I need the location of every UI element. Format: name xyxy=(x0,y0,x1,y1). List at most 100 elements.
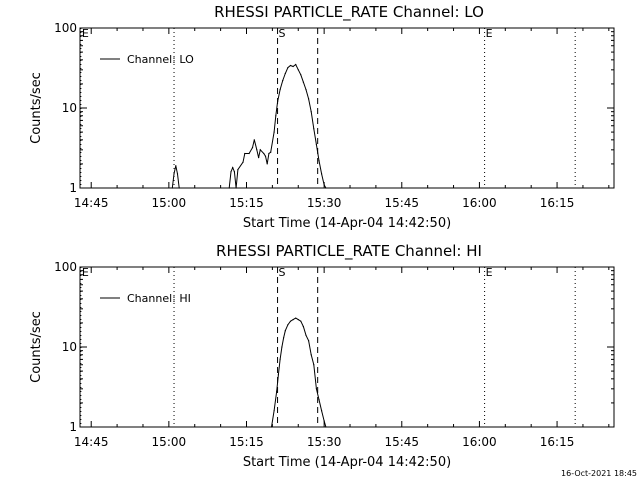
data-point xyxy=(297,319,299,321)
data-point xyxy=(313,364,315,366)
x-tick-label: 16:15 xyxy=(540,196,575,210)
data-point xyxy=(237,169,239,171)
data-point xyxy=(228,187,230,189)
data-point xyxy=(270,151,272,153)
generation-timestamp: 16-Oct-2021 18:45 xyxy=(561,469,637,478)
data-point xyxy=(295,317,297,319)
x-axis-label: Start Time (14-Apr-04 14:42:50) xyxy=(243,216,451,231)
data-point xyxy=(268,152,270,155)
legend-label: Channel: HI xyxy=(127,292,191,305)
x-tick-label: 15:45 xyxy=(384,435,419,449)
data-point xyxy=(315,143,317,146)
x-tick-label: 16:00 xyxy=(462,435,497,449)
y-tick-label: 100 xyxy=(54,21,77,35)
data-point xyxy=(235,187,237,189)
data-point xyxy=(270,426,273,428)
data-point xyxy=(325,426,327,428)
event-marker-label: E xyxy=(486,266,493,279)
data-point xyxy=(233,171,235,173)
data-point xyxy=(302,81,304,83)
x-tick-label: 16:00 xyxy=(462,196,497,210)
data-point xyxy=(275,115,277,117)
data-point xyxy=(305,89,307,91)
data-point xyxy=(279,358,281,360)
chart-title: RHESSI PARTICLE_RATE Channel: LO xyxy=(214,3,484,22)
data-point xyxy=(321,410,323,412)
data-point xyxy=(321,173,323,175)
data-point xyxy=(281,346,283,348)
data-point xyxy=(276,390,278,392)
y-tick-label: 10 xyxy=(62,340,77,354)
data-point xyxy=(289,64,292,67)
data-point xyxy=(310,111,312,113)
data-point xyxy=(315,388,317,390)
event-marker-label: E xyxy=(82,27,89,40)
data-point xyxy=(251,147,254,149)
x-tick-label: 15:15 xyxy=(229,435,264,449)
data-point xyxy=(323,184,325,186)
x-tick-label: 14:45 xyxy=(74,196,109,210)
data-point xyxy=(305,334,307,336)
data-point xyxy=(287,67,289,69)
data-point xyxy=(284,330,286,332)
data-point xyxy=(171,187,173,189)
x-tick-label: 15:30 xyxy=(307,196,342,210)
series-line xyxy=(171,63,327,189)
data-point xyxy=(176,173,179,175)
data-point xyxy=(277,374,279,376)
event-marker-label: E xyxy=(486,27,493,40)
data-point xyxy=(292,319,294,321)
y-tick-label: 10 xyxy=(62,101,77,115)
data-point xyxy=(242,161,244,163)
data-point xyxy=(175,165,177,167)
data-point xyxy=(273,410,275,412)
y-axis-label: Counts/sec xyxy=(29,72,44,144)
data-point xyxy=(279,89,281,91)
data-point xyxy=(173,173,175,175)
x-tick-label: 15:15 xyxy=(229,196,264,210)
data-point xyxy=(295,63,297,66)
data-point xyxy=(264,155,267,157)
data-point xyxy=(232,167,234,169)
data-point xyxy=(318,399,320,401)
x-tick-label: 15:00 xyxy=(152,435,187,449)
y-tick-label: 1 xyxy=(69,181,77,195)
data-point xyxy=(313,128,315,130)
data-point xyxy=(253,139,255,141)
data-point xyxy=(258,157,260,159)
data-point xyxy=(310,354,312,356)
data-point xyxy=(266,163,268,165)
x-tick-label: 15:00 xyxy=(152,196,187,210)
data-point xyxy=(273,131,275,133)
data-point xyxy=(325,187,327,189)
data-point xyxy=(256,149,258,151)
data-point xyxy=(318,160,320,162)
data-point xyxy=(282,80,284,82)
x-tick-label: 15:45 xyxy=(384,196,419,210)
data-point xyxy=(287,324,289,326)
chart-title: RHESSI PARTICLE_RATE Channel: HI xyxy=(216,242,482,261)
y-tick-label: 100 xyxy=(54,260,77,274)
data-point xyxy=(300,320,302,322)
x-axis-label: Start Time (14-Apr-04 14:42:50) xyxy=(243,455,451,470)
data-point xyxy=(308,340,310,342)
data-point xyxy=(277,101,279,103)
data-point xyxy=(308,98,310,100)
legend-label: Channel: LO xyxy=(127,53,194,66)
data-point xyxy=(292,65,294,68)
data-point xyxy=(244,152,246,155)
chart-panel-lo: RHESSI PARTICLE_RATE Channel: LO Start T… xyxy=(29,3,615,231)
y-tick-label: 1 xyxy=(69,420,77,434)
series-line xyxy=(271,317,327,428)
x-tick-label: 15:30 xyxy=(307,435,342,449)
x-tick-label: 14:45 xyxy=(74,435,109,449)
event-marker-label: S xyxy=(279,266,286,279)
data-point xyxy=(230,171,232,173)
data-point xyxy=(178,187,180,189)
chart-panel-hi: RHESSI PARTICLE_RATE Channel: HI Start T… xyxy=(29,242,615,470)
event-marker-label: S xyxy=(279,27,286,40)
data-point xyxy=(248,152,250,155)
data-point xyxy=(259,149,261,151)
data-point xyxy=(283,337,285,339)
